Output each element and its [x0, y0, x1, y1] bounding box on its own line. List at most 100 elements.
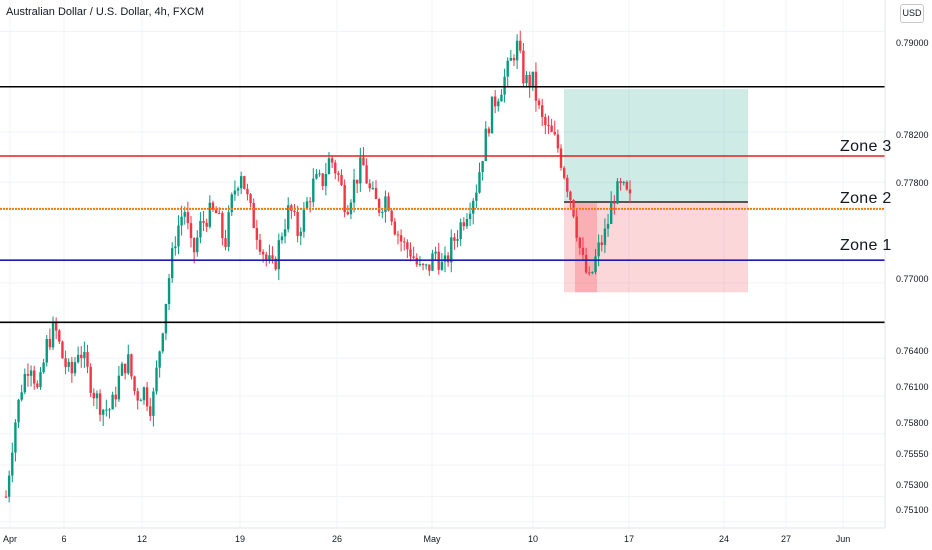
date-tick: 6: [61, 534, 67, 544]
candle-body: [384, 196, 387, 213]
candle-body: [64, 358, 67, 367]
candle-body: [280, 236, 284, 241]
candle-body: [61, 341, 64, 359]
candle-body: [600, 242, 603, 245]
candle-body: [591, 272, 594, 274]
candle-body: [73, 362, 77, 374]
candle-body: [70, 361, 74, 374]
candle-body: [89, 366, 92, 393]
candle-body: [321, 173, 324, 187]
candle-body: [39, 372, 42, 388]
candle-body: [299, 231, 302, 236]
date-tick: 24: [718, 534, 730, 544]
candle-body: [271, 255, 274, 259]
candle-body: [484, 128, 487, 162]
candle-body: [490, 96, 494, 134]
candle-body: [625, 181, 629, 190]
candle-body: [155, 367, 158, 392]
candle-body: [503, 76, 506, 95]
candle-body: [133, 376, 136, 392]
price-tick: 0.77000: [896, 274, 929, 284]
candle-body: [603, 228, 607, 245]
candle-body: [36, 383, 39, 388]
candle-body: [95, 393, 99, 399]
candle-body: [381, 212, 384, 214]
candle-body: [296, 212, 299, 236]
candle-body: [544, 116, 547, 125]
currency-button[interactable]: USD: [900, 4, 924, 23]
candle-body: [312, 178, 315, 203]
candle-body: [606, 223, 610, 229]
price-tick: 0.78200: [896, 130, 929, 140]
date-tick: Jun: [835, 534, 851, 544]
candle-body: [139, 400, 143, 402]
candle-body: [519, 40, 522, 51]
date-tick: 17: [623, 534, 635, 544]
candle-body: [588, 272, 591, 274]
bar-countdown: 02:40:01: [891, 214, 923, 223]
candle-body: [443, 255, 447, 262]
candle-body: [58, 330, 61, 342]
candle-body: [537, 100, 541, 106]
candle-body: [472, 200, 475, 214]
candle-body: [67, 361, 70, 367]
candle-body: [468, 213, 472, 219]
candle-body: [127, 354, 130, 374]
candle-body: [214, 209, 218, 214]
candle-body: [180, 216, 183, 226]
candle-body: [547, 124, 550, 126]
candle-body: [111, 394, 114, 410]
price-tick: 0.76100: [896, 382, 929, 392]
candle-body: [462, 222, 466, 227]
candle-body: [409, 249, 412, 257]
candle-body: [192, 238, 196, 253]
candle-body: [11, 452, 14, 476]
price-tick: 0.76400: [896, 346, 929, 356]
candle-body: [105, 409, 108, 411]
candle-body: [337, 173, 340, 175]
date-tick: 12: [136, 534, 148, 544]
candle-body: [628, 189, 632, 194]
candle-body: [120, 363, 124, 376]
candle-body: [584, 254, 588, 273]
candle-body: [76, 354, 80, 363]
candle-body: [218, 213, 221, 215]
candle-body: [167, 278, 171, 305]
candle-body: [497, 101, 500, 107]
candle-body: [330, 158, 334, 163]
candle-body: [221, 213, 224, 239]
candle-body: [506, 60, 509, 77]
candle-body: [553, 131, 556, 135]
candle-body: [387, 196, 390, 211]
candle-body: [308, 201, 312, 203]
candle-body: [243, 176, 246, 189]
candle-body: [594, 256, 597, 273]
candle-body: [352, 179, 356, 203]
candle-body: [17, 399, 20, 423]
price-label-zone-1: 0.77180: [890, 253, 924, 263]
candle-body: [80, 354, 83, 359]
candle-body: [396, 234, 400, 236]
candle-body: [108, 409, 111, 411]
candle-body: [481, 161, 484, 173]
candle-body: [293, 210, 296, 213]
candle-body: [51, 321, 55, 348]
candle-body: [346, 212, 349, 215]
candle-body: [597, 242, 600, 257]
candle-body: [136, 391, 139, 401]
candle-body: [431, 253, 434, 271]
candle-body: [349, 202, 353, 215]
symbol-title[interactable]: Australian Dollar / U.S. Dollar, 4h, FXC…: [6, 6, 205, 18]
candle-body: [512, 57, 516, 61]
candle-body: [287, 205, 290, 230]
price-label-level-top: 0.78560: [890, 77, 924, 87]
candle-body: [374, 188, 378, 200]
candle-body: [205, 222, 208, 227]
candle-body: [440, 261, 444, 270]
candle-body: [493, 96, 497, 107]
zone-2-label: Zone 2: [840, 190, 892, 207]
candle-body: [343, 184, 346, 213]
candle-body: [249, 194, 252, 203]
price-tick: 0.75800: [896, 418, 929, 428]
